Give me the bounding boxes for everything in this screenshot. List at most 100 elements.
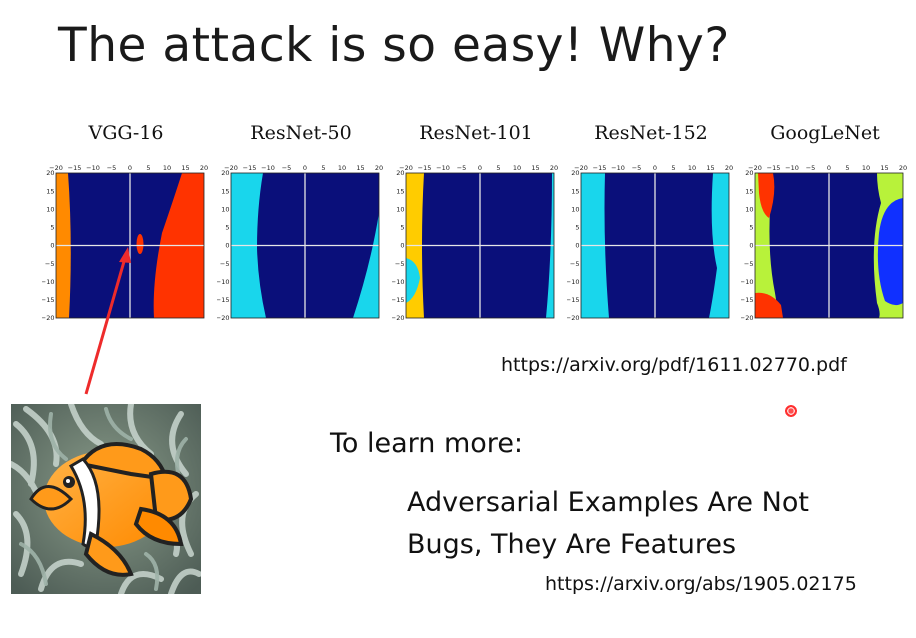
x-tick-label: −15: [68, 164, 82, 172]
decision-map-plot: −20 −15 −10 −5 0 5 10 15 20 20 15 10 5 0 −5 −10 −15 −20: [42, 164, 208, 322]
y-tick-label: 0: [749, 242, 753, 250]
paper-title-line: Bugs, They Are Features: [407, 529, 737, 560]
slide-title: The attack is so easy! Why?: [58, 18, 730, 73]
y-tick-label: −5: [45, 260, 55, 268]
y-tick-label: −10: [392, 278, 405, 286]
x-tick-label: −20: [399, 164, 413, 172]
y-tick-label: 10: [571, 205, 579, 213]
y-tick-label: 20: [745, 169, 753, 177]
y-tick-label: −15: [392, 296, 405, 304]
x-tick-label: 15: [356, 164, 364, 172]
x-tick-label: −5: [457, 164, 467, 172]
clownfish-image: [11, 404, 201, 594]
y-tick-label: −20: [567, 314, 580, 322]
x-tick-label: −20: [49, 164, 63, 172]
x-tick-label: 5: [146, 164, 150, 172]
y-tick-label: 0: [225, 242, 229, 250]
x-tick-label: −5: [632, 164, 642, 172]
y-tick-label: −20: [392, 314, 405, 322]
y-tick-label: 5: [50, 224, 54, 232]
x-tick-label: 15: [531, 164, 539, 172]
x-tick-label: −20: [748, 164, 762, 172]
decision-region: [406, 258, 420, 303]
plot-frame: [405, 172, 555, 319]
plot-frame: [230, 172, 380, 319]
y-tick-label: 10: [745, 205, 753, 213]
x-tick-label: −5: [806, 164, 816, 172]
panel-title: VGG-16: [88, 122, 164, 144]
decision-map-panel: VGG-16 −20 −15 −10 −5 0 5 10 15 20 20 15 10 5 0 −5 −10−…: [42, 118, 210, 323]
paper-title-line: Adversarial Examples Are Not: [407, 487, 809, 518]
x-tick-label: 20: [375, 164, 383, 172]
x-tick-label: 5: [671, 164, 675, 172]
decision-map-plot: −20 −15 −10 −5 0 5 10 15 20 20 15 10 5 0 −5 −10 −15 −20: [392, 164, 558, 322]
x-tick-label: 20: [550, 164, 558, 172]
x-tick-label: −10: [436, 164, 450, 172]
plot-frame: [580, 172, 730, 319]
y-tick-label: 10: [396, 205, 404, 213]
y-tick-label: 15: [396, 187, 404, 195]
y-tick-label: 15: [571, 187, 579, 195]
paper-link-2[interactable]: https://arxiv.org/abs/1905.02175: [545, 573, 857, 595]
x-tick-label: −15: [767, 164, 781, 172]
x-tick-label: 0: [478, 164, 482, 172]
y-tick-label: −20: [217, 314, 230, 322]
decision-map-panel: ResNet-50 −20 −15 −10 −5 0 5 10 15 20 20 15 10 5 0 −5−…: [217, 118, 385, 323]
decision-map-plot: −20 −15 −10 −5 0 5 10 15 20 20 15 10 5 0 −5 −10 −15 −20: [217, 164, 383, 322]
x-tick-label: 0: [303, 164, 307, 172]
y-tick-label: −20: [42, 314, 55, 322]
x-tick-label: 5: [496, 164, 500, 172]
y-tick-label: 5: [225, 224, 229, 232]
y-tick-label: 5: [575, 224, 579, 232]
x-tick-label: 10: [163, 164, 171, 172]
decision-region: [353, 213, 379, 318]
x-tick-label: 15: [880, 164, 888, 172]
paper-link-1[interactable]: https://arxiv.org/pdf/1611.02770.pdf: [501, 354, 847, 376]
x-tick-label: 15: [181, 164, 189, 172]
x-tick-label: 10: [513, 164, 521, 172]
panel-title: ResNet-101: [419, 122, 533, 144]
y-tick-label: −15: [567, 296, 580, 304]
x-tick-label: 0: [653, 164, 657, 172]
x-tick-label: −20: [574, 164, 588, 172]
y-tick-label: 5: [400, 224, 404, 232]
x-tick-label: 0: [827, 164, 831, 172]
y-tick-label: −10: [567, 278, 580, 286]
y-tick-label: 20: [571, 169, 579, 177]
y-tick-label: 0: [400, 242, 404, 250]
y-tick-label: 15: [221, 187, 229, 195]
x-tick-label: −15: [418, 164, 432, 172]
y-tick-label: −10: [217, 278, 230, 286]
x-tick-label: −15: [593, 164, 607, 172]
x-tick-label: −10: [785, 164, 799, 172]
laser-pointer-icon: [785, 405, 797, 417]
y-tick-label: −20: [741, 314, 754, 322]
decision-map-plot: −20 −15 −10 −5 0 5 10 15 20 20 15 10 5 0 −5 −10 −15 −20: [741, 164, 907, 322]
y-tick-label: −5: [395, 260, 405, 268]
decision-region: [755, 292, 783, 318]
y-tick-label: −15: [741, 296, 754, 304]
y-tick-label: 0: [575, 242, 579, 250]
x-tick-label: 5: [845, 164, 849, 172]
x-tick-label: 20: [200, 164, 208, 172]
y-tick-label: 20: [396, 169, 404, 177]
x-tick-label: −10: [611, 164, 625, 172]
x-tick-label: −5: [107, 164, 117, 172]
plot-frame: [55, 172, 205, 319]
decision-map-plot: −20 −15 −10 −5 0 5 10 15 20 20 15 10 5 0 −5 −10 −15 −20: [567, 164, 733, 322]
x-tick-label: 10: [338, 164, 346, 172]
learn-more-heading: To learn more:: [330, 428, 524, 459]
panel-title: ResNet-152: [594, 122, 708, 144]
decision-region: [546, 173, 554, 318]
y-tick-label: 10: [221, 205, 229, 213]
y-tick-label: −5: [570, 260, 580, 268]
y-tick-label: 0: [50, 242, 54, 250]
x-tick-label: −20: [224, 164, 238, 172]
y-tick-label: 20: [46, 169, 54, 177]
x-tick-label: −10: [261, 164, 275, 172]
y-tick-label: 10: [46, 205, 54, 213]
y-tick-label: −5: [220, 260, 230, 268]
panel-title: ResNet-50: [250, 122, 352, 144]
y-tick-label: 15: [745, 187, 753, 195]
y-tick-label: 5: [749, 224, 753, 232]
